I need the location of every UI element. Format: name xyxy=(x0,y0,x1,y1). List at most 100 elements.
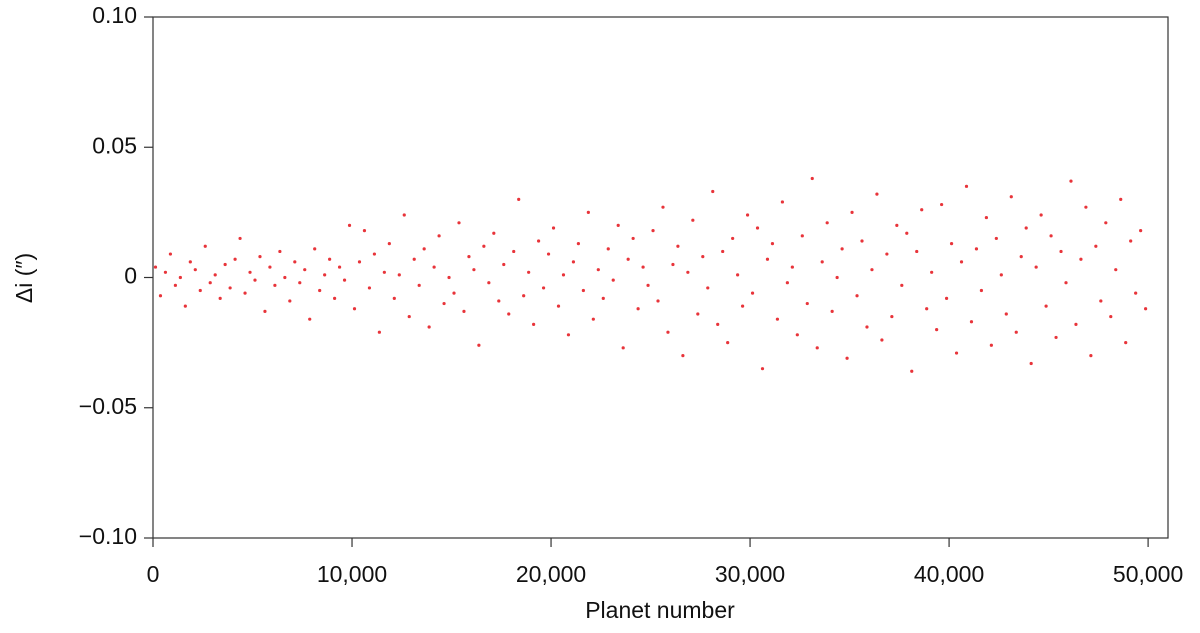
point xyxy=(487,281,491,285)
x-tick-label: 0 xyxy=(147,561,160,587)
point xyxy=(860,239,864,243)
point xyxy=(721,249,725,254)
point xyxy=(357,260,362,264)
point xyxy=(780,200,784,204)
point xyxy=(900,283,904,287)
point xyxy=(1049,234,1053,238)
point xyxy=(352,307,357,311)
point xyxy=(915,249,919,254)
point xyxy=(1044,304,1048,308)
point xyxy=(556,304,561,308)
point xyxy=(188,260,192,264)
point xyxy=(497,299,501,303)
point xyxy=(228,286,232,290)
point xyxy=(621,346,625,350)
point xyxy=(666,330,670,334)
point xyxy=(770,242,775,246)
point xyxy=(168,252,173,256)
point xyxy=(706,286,710,290)
point xyxy=(870,268,874,272)
point xyxy=(303,268,307,272)
point xyxy=(347,223,352,227)
point xyxy=(596,268,600,272)
point xyxy=(631,236,635,241)
point xyxy=(333,296,337,300)
point xyxy=(785,281,789,285)
point xyxy=(362,229,367,233)
point xyxy=(905,231,909,235)
point xyxy=(944,296,949,300)
point xyxy=(930,270,934,274)
point xyxy=(492,231,496,235)
point xyxy=(1074,322,1078,326)
point xyxy=(1099,299,1103,303)
point xyxy=(342,278,347,282)
point xyxy=(726,341,730,345)
point xyxy=(760,367,765,371)
point xyxy=(910,369,914,373)
x-tick-label: 30,000 xyxy=(715,561,785,587)
point xyxy=(367,286,372,290)
point xyxy=(935,328,939,332)
point xyxy=(1009,195,1013,199)
point xyxy=(512,249,516,254)
point xyxy=(810,176,814,181)
point xyxy=(407,314,411,319)
point xyxy=(1114,268,1118,272)
point xyxy=(527,270,531,274)
point xyxy=(651,229,655,233)
point xyxy=(949,242,954,246)
point xyxy=(1024,226,1028,230)
point xyxy=(1089,354,1093,358)
point xyxy=(805,301,809,306)
point xyxy=(1014,330,1018,334)
point xyxy=(790,265,794,269)
point xyxy=(835,275,839,280)
point xyxy=(964,184,969,188)
point xyxy=(880,338,884,342)
point xyxy=(850,210,854,214)
point xyxy=(661,205,665,209)
point xyxy=(208,281,212,285)
point xyxy=(213,273,217,277)
plot-frame xyxy=(152,16,1169,539)
point xyxy=(676,244,680,248)
point xyxy=(273,283,277,287)
point xyxy=(646,283,650,287)
point xyxy=(890,314,894,319)
point xyxy=(298,281,302,285)
point xyxy=(546,252,551,256)
point xyxy=(248,270,252,274)
point xyxy=(1134,291,1138,295)
point xyxy=(576,242,581,246)
point xyxy=(318,288,322,293)
point xyxy=(268,265,272,269)
point xyxy=(686,270,690,274)
point xyxy=(561,273,566,277)
point xyxy=(323,273,327,277)
x-axis-label: Planet number xyxy=(585,597,735,623)
point xyxy=(233,257,237,261)
point xyxy=(198,288,202,293)
point xyxy=(845,356,849,360)
point xyxy=(885,252,889,256)
point xyxy=(382,270,386,274)
point xyxy=(681,354,685,358)
point xyxy=(203,244,207,248)
point xyxy=(457,221,461,225)
point xyxy=(417,283,421,287)
x-tick-label: 20,000 xyxy=(516,561,586,587)
point xyxy=(223,262,227,267)
point xyxy=(1064,281,1068,285)
y-tick-label: 0.10 xyxy=(92,2,137,28)
point xyxy=(288,299,292,303)
point xyxy=(740,304,745,308)
point xyxy=(641,265,645,269)
point xyxy=(581,288,585,293)
point xyxy=(1119,197,1123,201)
point xyxy=(1039,213,1043,217)
point xyxy=(875,192,879,196)
point xyxy=(736,273,740,277)
point xyxy=(750,291,755,295)
point xyxy=(1104,221,1108,225)
